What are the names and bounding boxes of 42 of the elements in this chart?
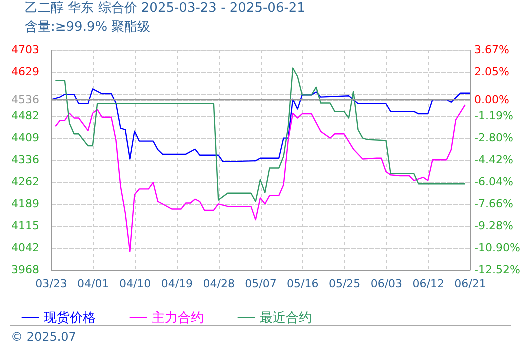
y-tick-label: 4336 xyxy=(12,153,40,166)
y2-tick-label: 3.67% xyxy=(474,44,510,56)
x-tick-label: 05/25 xyxy=(328,278,361,290)
line-series xyxy=(55,68,466,202)
x-tick-label: 04/10 xyxy=(119,278,152,290)
y-tick-label: 3968 xyxy=(12,264,40,276)
y-tick-label: 4629 xyxy=(12,66,40,79)
y-tick-label: 4703 xyxy=(12,44,40,56)
y2-tick-label: -1.19% xyxy=(474,110,514,123)
chart-title: 乙二醇 华东 综合价 2025-03-23 - 2025-06-21 xyxy=(25,1,306,16)
y2-tick-label: -2.80% xyxy=(474,131,514,144)
y2-tick-label: -4.42% xyxy=(474,153,514,166)
y2-tick-label: -9.28% xyxy=(474,219,514,232)
y-tick-label: 4115 xyxy=(12,220,40,232)
legend-label: 最近合约 xyxy=(260,310,312,326)
x-tick-label: 06/03 xyxy=(370,278,403,290)
legend-label: 主力合约 xyxy=(152,310,204,326)
y-tick-label: 4189 xyxy=(12,197,40,210)
line-series xyxy=(55,104,466,252)
legend-label: 现货价格 xyxy=(44,310,96,326)
x-tick-label: 06/12 xyxy=(412,278,444,290)
chart-subtitle: 含量:≥99.9% 聚酯级 xyxy=(25,20,151,35)
x-tick-label: 04/19 xyxy=(161,278,194,290)
y2-tick-label: 0.00% xyxy=(474,93,510,106)
y-tick-label: 4042 xyxy=(12,241,40,254)
x-tick-label: 03/23 xyxy=(36,278,68,290)
x-tick-label: 04/28 xyxy=(203,278,235,290)
y2-tick-label: -12.52% xyxy=(474,264,520,276)
y-tick-label: 4482 xyxy=(12,110,40,123)
text: © 2025.07 xyxy=(11,330,76,344)
y-tick-label: 4409 xyxy=(12,132,40,144)
y-tick-label: 4536 xyxy=(12,93,40,106)
x-tick-label: 04/01 xyxy=(78,278,110,290)
line-series xyxy=(51,88,470,163)
y2-tick-label: 2.05% xyxy=(474,66,510,79)
y-tick-label: 4262 xyxy=(12,176,40,188)
y2-tick-label: -7.66% xyxy=(474,197,514,210)
y2-tick-label: -10.90% xyxy=(474,241,520,254)
x-tick-label: 05/16 xyxy=(287,278,319,290)
y2-tick-label: -6.04% xyxy=(474,175,514,188)
x-tick-label: 06/21 xyxy=(454,278,486,290)
x-tick-label: 05/07 xyxy=(245,278,277,290)
